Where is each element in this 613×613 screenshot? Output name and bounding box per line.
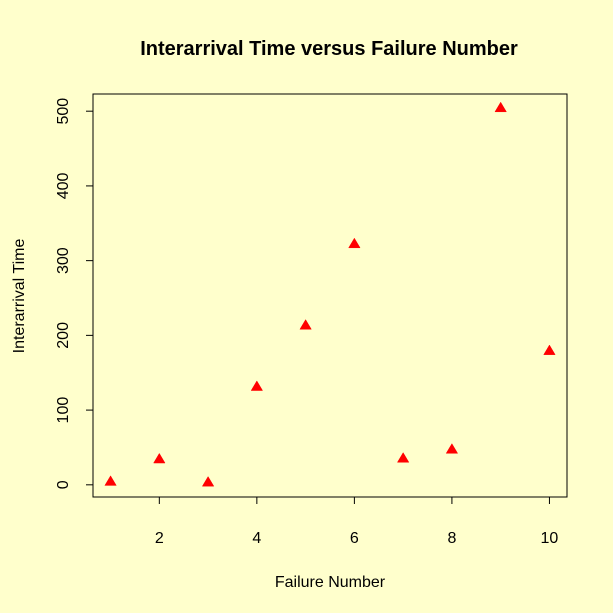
y-tick-label: 300 (55, 247, 72, 274)
data-point (250, 380, 263, 391)
data-point (494, 101, 507, 113)
data-point (445, 443, 459, 454)
y-tick-label: 400 (55, 172, 72, 199)
x-tick-label: 6 (350, 530, 359, 547)
x-axis-label: Failure Number (275, 574, 386, 591)
data-point (348, 237, 361, 249)
x-tick-label: 2 (155, 530, 164, 547)
y-tick-label: 0 (55, 480, 72, 489)
x-tick-label: 8 (447, 530, 456, 547)
data-point (299, 319, 312, 330)
data-point (397, 452, 410, 463)
x-tick-label: 4 (252, 530, 261, 547)
data-point (543, 344, 556, 355)
chart-title: Interarrival Time versus Failure Number (140, 38, 518, 60)
x-tick-label: 10 (541, 530, 559, 547)
data-point (153, 452, 166, 464)
data-point (104, 475, 117, 486)
data-points (104, 101, 556, 487)
x-axis: 2 4 6 8 10 (155, 496, 559, 547)
y-axis: 0 100 200 300 400 500 (55, 98, 94, 489)
y-tick-label: 100 (55, 397, 72, 424)
y-tick-label: 200 (55, 322, 72, 349)
y-tick-label: 500 (55, 98, 72, 125)
y-axis-label: Interarrival Time (11, 239, 28, 354)
data-point (201, 476, 215, 487)
